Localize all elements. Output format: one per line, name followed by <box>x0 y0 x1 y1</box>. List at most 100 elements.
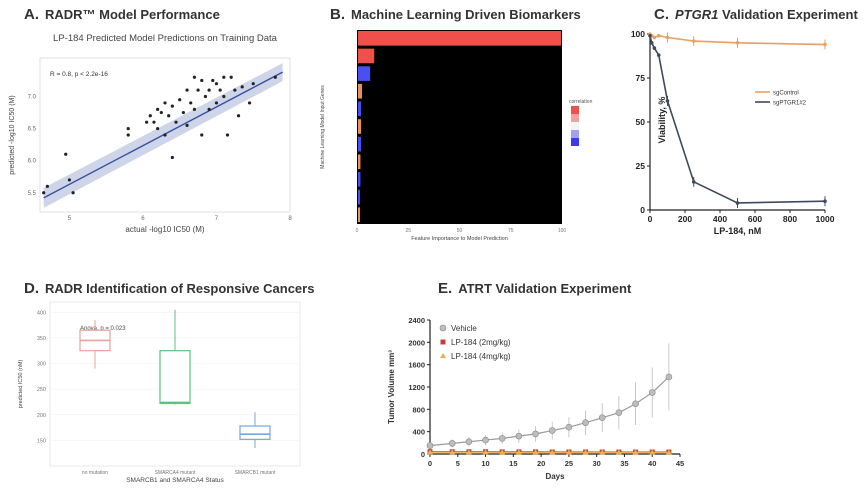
chart-e-point <box>465 438 473 446</box>
chart-b-xtick: 100 <box>558 228 567 234</box>
chart-c-point <box>823 199 827 203</box>
chart-e-point <box>465 449 472 455</box>
chart-a-regression-line <box>43 71 283 199</box>
chart-d-annotation: Anova, p = 0.023 <box>80 326 126 332</box>
panel-c-title: C. PTGR1 Validation Experiment <box>654 6 858 23</box>
chart-c-point <box>735 41 740 45</box>
chart-e-legend-label: Vehicle <box>451 324 477 333</box>
chart-e-legend-marker <box>440 353 446 358</box>
chart-a-point <box>170 155 174 160</box>
chart-b-ylabel: Machine Learning Model Input Genes <box>320 85 326 169</box>
chart-c-ytick: 50 <box>636 117 646 127</box>
chart-c-point <box>656 53 661 57</box>
chart-a-point <box>71 191 75 195</box>
chart-e-point <box>615 449 622 455</box>
chart-b-bar <box>358 154 361 170</box>
chart-e-ytick: 400 <box>412 428 425 437</box>
chart-a-point <box>233 88 237 92</box>
chart-a-point <box>178 98 182 102</box>
chart-e-point <box>482 449 489 455</box>
chart-e-xtick: 20 <box>537 459 545 468</box>
chart-b-legend-swatch <box>571 130 579 138</box>
chart-a-point <box>192 107 197 111</box>
chart-e-xtick: 15 <box>509 459 517 468</box>
chart-c-ytick: 100 <box>631 29 645 39</box>
chart-e-point <box>615 409 623 416</box>
chart-b-bar <box>358 83 363 99</box>
chart-b-xtick: 0 <box>356 228 359 234</box>
chart-b-bar <box>358 101 362 117</box>
chart-a-point <box>189 101 193 105</box>
chart-a-point <box>207 88 211 92</box>
chart-e-point <box>532 430 539 438</box>
chart-a-point <box>251 82 255 86</box>
chart-a-point <box>203 94 208 99</box>
chart-b-bar <box>358 207 361 222</box>
chart-e-point <box>582 419 589 427</box>
chart-e-line: 0 400 800 1200 1600 2000 2400 0 5 10 15 20 25 30 35 40 4… <box>387 316 684 481</box>
chart-b-legend-swatch <box>571 122 579 130</box>
chart-c-ylabel: Viability, % <box>657 97 667 144</box>
chart-d-ytick: 400 <box>37 310 46 316</box>
panel-c-letter: C. <box>654 6 669 23</box>
chart-b-legend-swatch <box>571 114 579 122</box>
chart-a-point <box>247 101 252 105</box>
chart-c-ytick: 75 <box>636 73 646 83</box>
chart-c-point <box>649 41 654 45</box>
chart-e-legend-marker <box>440 339 446 345</box>
chart-b-plot-area <box>357 30 562 224</box>
chart-e-point <box>499 449 506 455</box>
chart-a-point <box>214 82 219 86</box>
chart-e-xtick: 35 <box>620 459 628 468</box>
chart-a-point <box>211 78 215 83</box>
chart-e-xtick: 40 <box>648 459 656 468</box>
chart-b-bar <box>358 66 371 81</box>
panel-e-title: E. ATRT Validation Experiment <box>438 280 631 297</box>
chart-b-bar <box>358 31 561 46</box>
chart-a-point <box>42 191 46 195</box>
chart-a-ytick: 6.5 <box>28 127 37 133</box>
chart-a-point <box>126 126 130 131</box>
chart-a-point <box>152 120 156 124</box>
chart-c-point <box>735 201 740 205</box>
chart-a-point <box>145 120 149 124</box>
chart-a-point <box>185 88 189 92</box>
panel-b-letter: B. <box>330 6 345 23</box>
chart-e-legend-marker <box>439 324 447 332</box>
chart-b-xtick: 25 <box>405 228 411 234</box>
chart-a-point <box>214 101 219 105</box>
chart-e-point <box>498 435 506 442</box>
chart-c-xtick: 800 <box>783 214 797 224</box>
panel-d-title-text: RADR Identification of Responsive Cancer… <box>45 281 315 296</box>
chart-a-xlabel: actual -log10 IC50 (M) <box>125 225 204 234</box>
chart-d-ytick: 350 <box>37 336 46 342</box>
chart-e-point <box>599 449 606 455</box>
chart-a-point <box>170 104 174 108</box>
chart-e-xtick: 30 <box>592 459 600 468</box>
chart-a-point <box>236 114 241 118</box>
chart-d-xtick: no mutation <box>82 470 108 476</box>
chart-a-point <box>163 133 167 137</box>
chart-b-legend-title: correlation <box>569 99 593 105</box>
chart-e-xlabel: Days <box>545 472 565 481</box>
chart-c-xtick: 200 <box>678 214 692 224</box>
chart-b-bar: correlation 0 25 50 75 100 Feature Importance … <box>320 30 593 242</box>
chart-c-point <box>648 33 652 38</box>
chart-e-point <box>632 400 639 408</box>
chart-e-point <box>549 449 556 455</box>
panel-b-title: B. Machine Learning Driven Biomarkers <box>330 6 581 23</box>
chart-e-point <box>482 436 489 444</box>
chart-e-xtick: 10 <box>481 459 489 468</box>
chart-e-point <box>427 449 433 455</box>
chart-c-point <box>652 35 657 40</box>
chart-e-point <box>426 442 434 449</box>
chart-e-point <box>565 423 573 431</box>
chart-d-xtick: SMARCB1 mutant <box>235 470 276 476</box>
chart-a-subtitle: LP-184 Predicted Model Predictions on Tr… <box>53 33 278 44</box>
chart-e-point <box>598 414 606 422</box>
chart-e-ytick: 2000 <box>408 338 425 347</box>
chart-a-point <box>181 110 185 115</box>
panel-e-letter: E. <box>438 280 453 297</box>
chart-e-point <box>649 449 656 455</box>
